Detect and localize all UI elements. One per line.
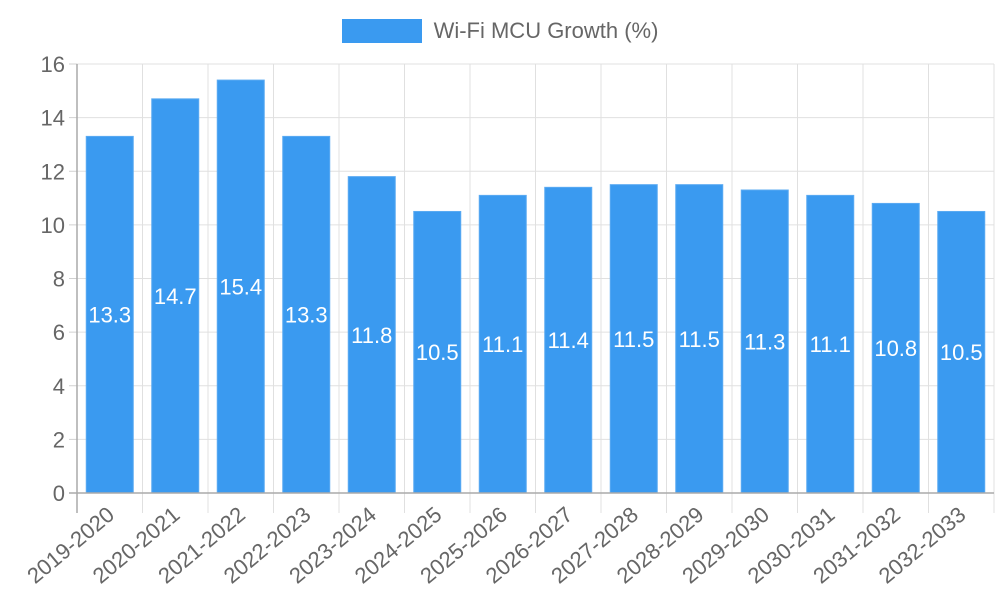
- y-tick-label: 4: [53, 374, 65, 399]
- y-tick-label: 6: [53, 320, 65, 345]
- y-tick-label: 16: [41, 52, 65, 77]
- bar-value-label: 11.5: [679, 327, 720, 352]
- bar-value-label: 11.5: [613, 327, 654, 352]
- bar[interactable]: [478, 194, 527, 494]
- y-tick-label: 10: [41, 213, 65, 238]
- y-tick-label: 14: [41, 106, 65, 131]
- bar-value-label: 13.3: [285, 303, 328, 328]
- legend-label[interactable]: Wi-Fi MCU Growth (%): [433, 18, 659, 43]
- bar-value-label: 13.3: [88, 303, 131, 328]
- bar-value-label: 10.8: [874, 336, 917, 361]
- legend-swatch[interactable]: [341, 19, 422, 43]
- bar-value-label: 10.5: [940, 340, 983, 365]
- y-tick-label: 0: [53, 481, 65, 506]
- bar[interactable]: [740, 189, 789, 494]
- y-tick-label: 8: [53, 267, 65, 292]
- bar-value-label: 14.7: [154, 284, 197, 309]
- bar-value-label: 11.1: [482, 332, 523, 357]
- bar[interactable]: [937, 210, 986, 494]
- bar[interactable]: [347, 176, 396, 494]
- grid-lines: [77, 63, 995, 513]
- bar-value-label: 10.5: [416, 340, 459, 365]
- bar[interactable]: [806, 194, 855, 494]
- bar[interactable]: [675, 184, 724, 494]
- chart-legend: Wi-Fi MCU Growth (%): [0, 18, 1000, 44]
- bar-value-label: 11.8: [351, 323, 392, 348]
- bar[interactable]: [151, 98, 200, 494]
- bar[interactable]: [609, 184, 658, 494]
- y-tick-label: 2: [53, 427, 65, 452]
- bar-value-label: 11.1: [810, 332, 851, 357]
- bar-series: 13.3 14.7 15.4 13.3 11.8 10.5 11.1 11.4 11.5 11.5…: [85, 79, 986, 494]
- bar-value-label: 11.3: [744, 330, 785, 355]
- bar[interactable]: [871, 202, 920, 494]
- bar[interactable]: [282, 135, 331, 494]
- bar[interactable]: [413, 210, 462, 494]
- bar-value-label: 15.4: [219, 275, 262, 300]
- bar-value-label: 11.4: [548, 328, 589, 353]
- y-tick-label: 12: [41, 159, 65, 184]
- bar[interactable]: [85, 135, 134, 494]
